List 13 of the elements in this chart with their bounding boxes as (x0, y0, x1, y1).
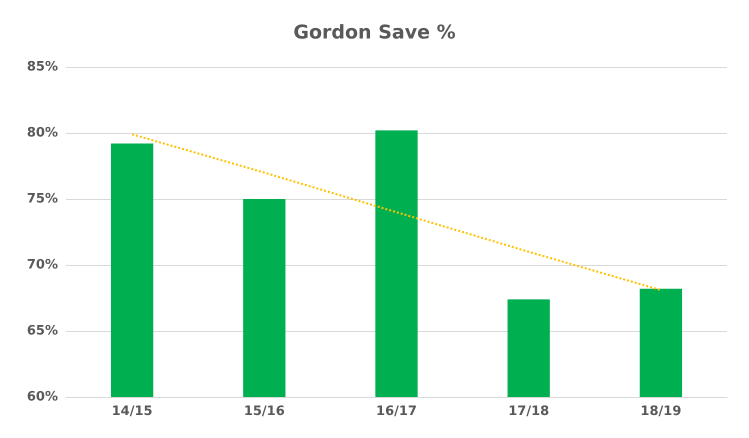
y-tick-label: 80% (26, 126, 58, 140)
chart-title: Gordon Save % (293, 22, 456, 44)
line-series (131, 133, 662, 292)
x-tick-label: 15/16 (244, 404, 285, 419)
y-tick-label: 65% (26, 324, 58, 338)
y-tick-label: 75% (26, 192, 58, 206)
x-tick-label: 16/17 (376, 404, 417, 419)
y-tick-label: 85% (26, 60, 58, 74)
y-tick-label: 60% (26, 390, 58, 404)
y-tick-label: 70% (26, 258, 58, 272)
x-tick-label: 18/19 (640, 404, 682, 419)
x-tick-label: 17/18 (508, 404, 550, 419)
x-tick-label: 14/15 (112, 404, 153, 419)
